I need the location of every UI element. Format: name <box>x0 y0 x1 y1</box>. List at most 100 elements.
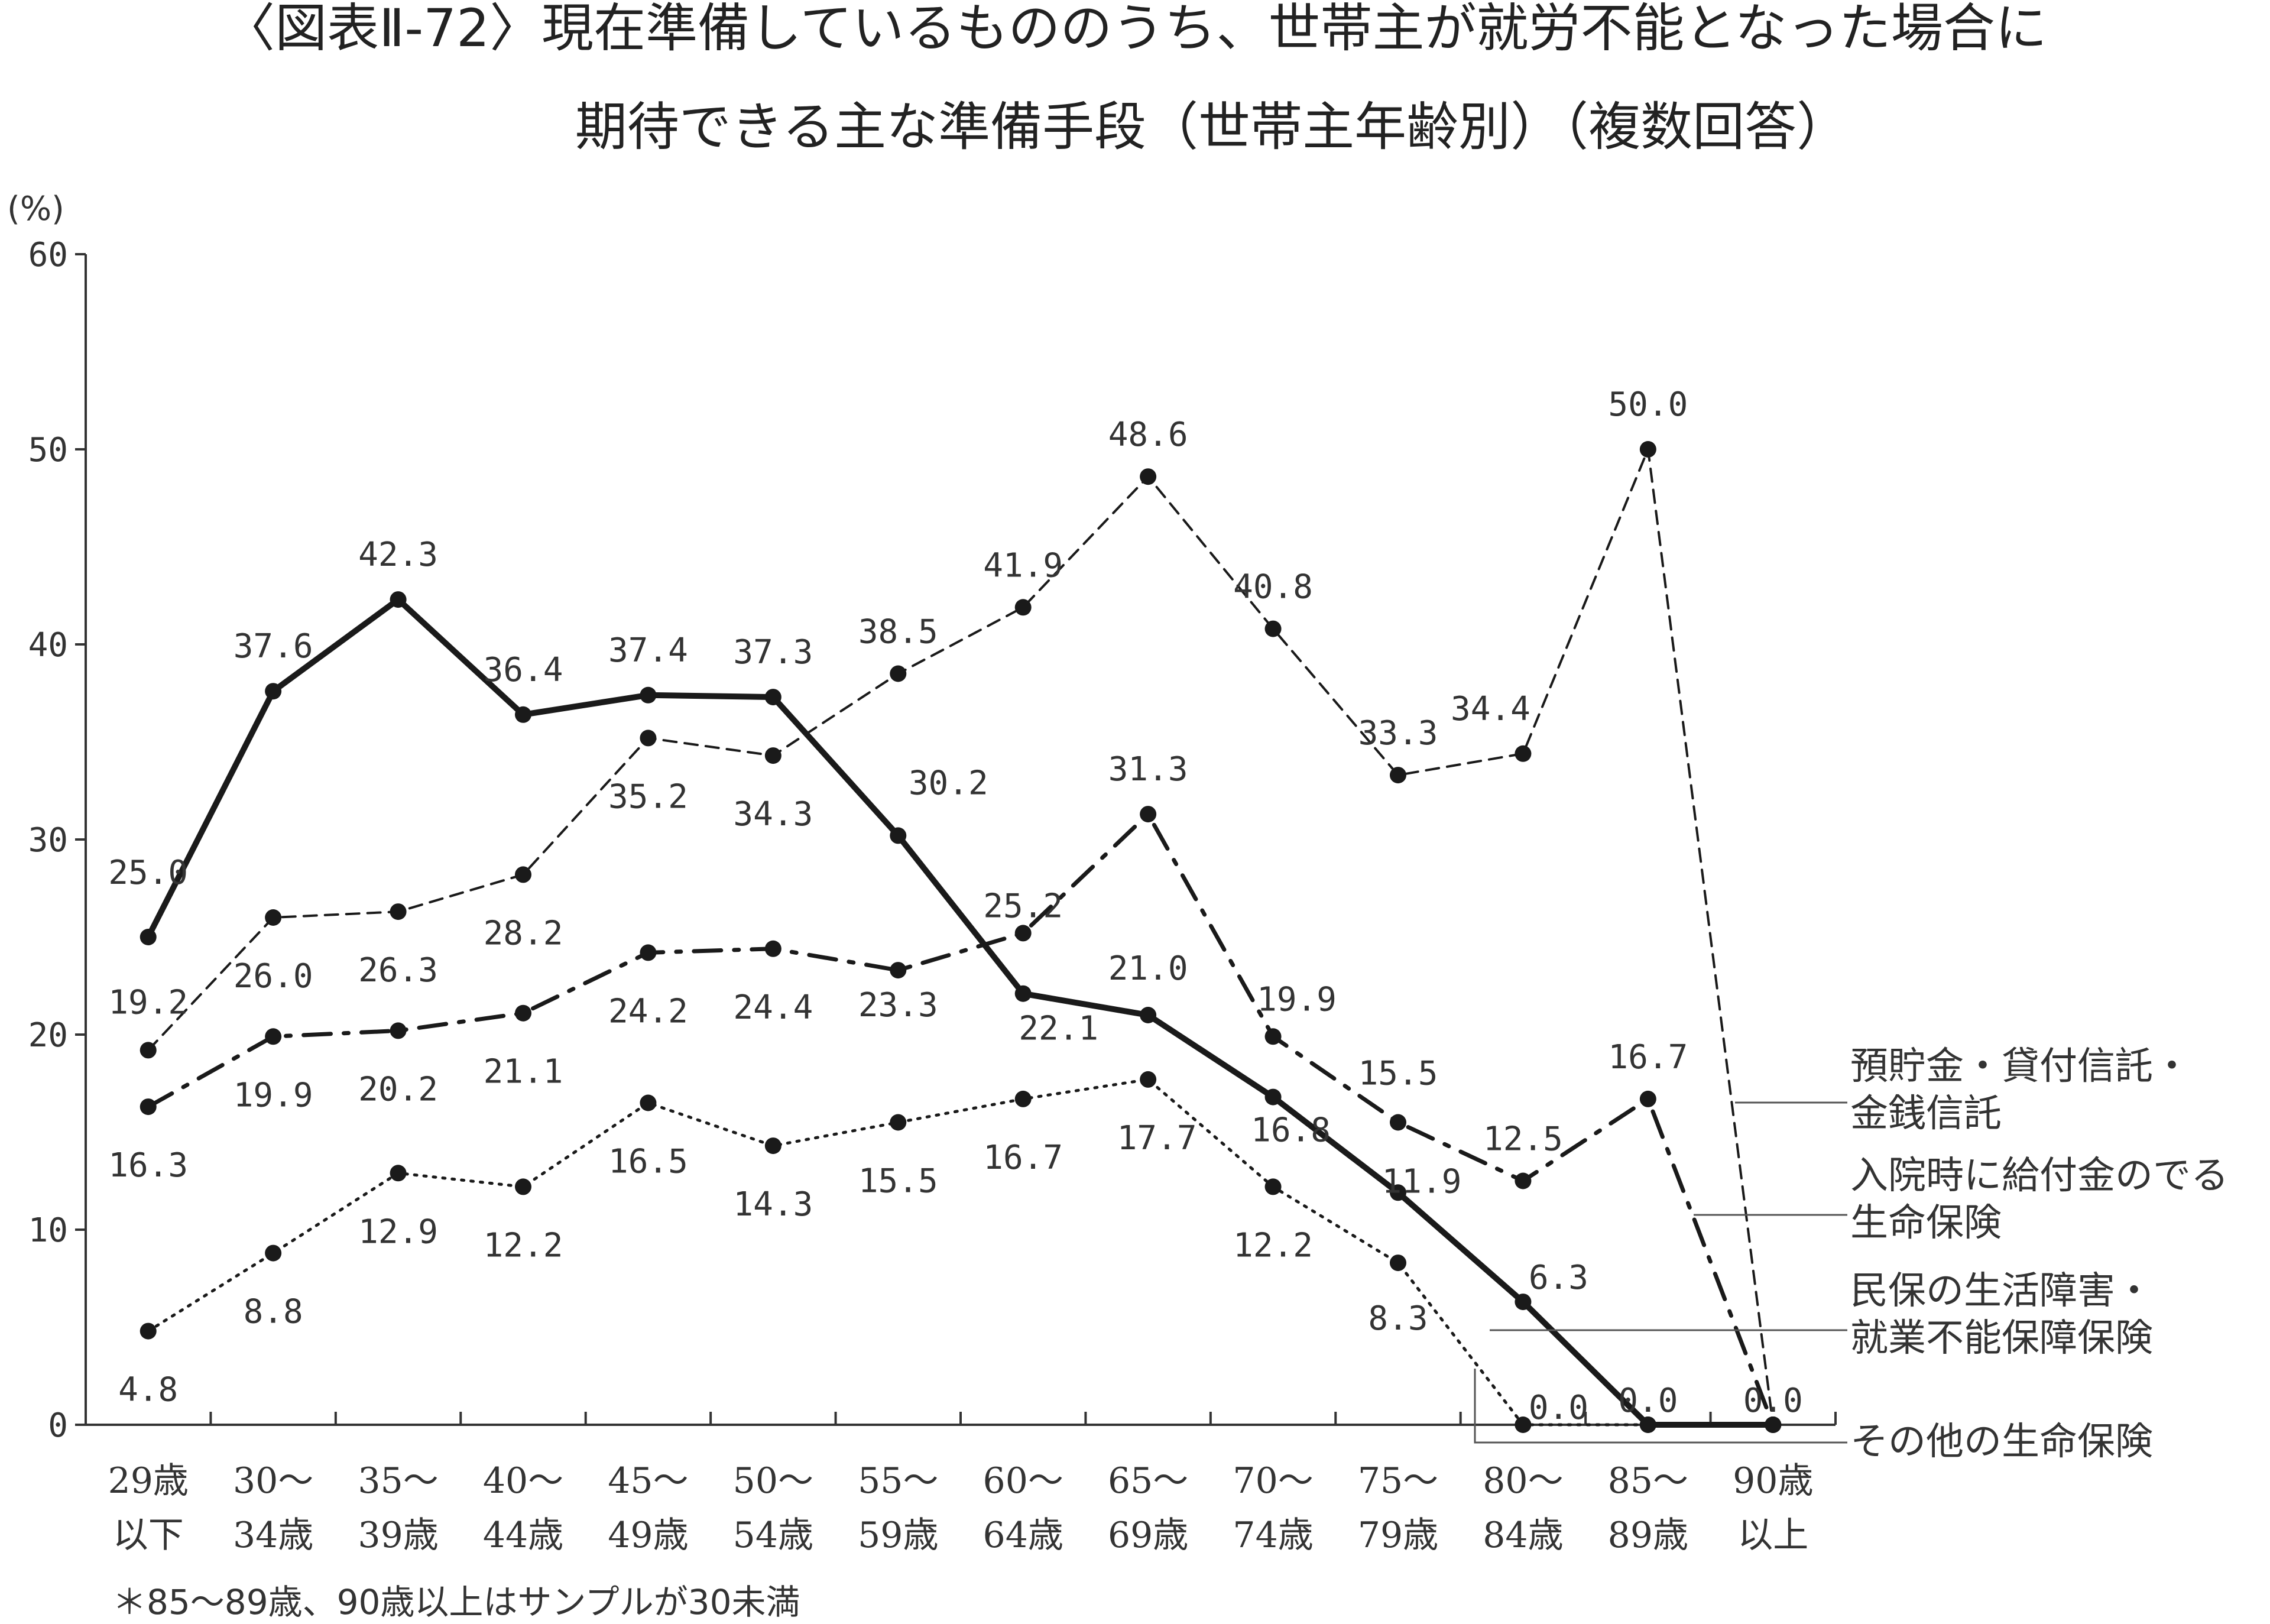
series-3-data-label: 37.4 <box>608 631 688 670</box>
series-3-point <box>1390 1184 1406 1201</box>
series-1-data-label: 0.0 <box>1743 1382 1803 1420</box>
y-axis-ticks: 0 10 20 30 40 50 60 <box>28 236 86 1445</box>
x-tick-label: 65～ <box>1108 1460 1188 1502</box>
x-tick-label: 29歳 <box>108 1460 189 1502</box>
x-tick-label: 35～ <box>358 1460 438 1502</box>
x-tick-label: 85～ <box>1608 1460 1688 1502</box>
series-4-point <box>265 1244 282 1262</box>
series-4-point <box>1515 1416 1532 1433</box>
legend-label: その他の生命保険 <box>1850 1420 2153 1464</box>
sample-note: ＊85～89歳、90歳以上はサンプルが30未満 <box>112 1582 800 1622</box>
series-1-data-label: 19.2 <box>108 983 188 1022</box>
x-tick-label: 80～ <box>1483 1460 1563 1502</box>
x-tick-label: 69歳 <box>1108 1515 1188 1556</box>
x-tick-label: 49歳 <box>608 1515 688 1556</box>
series-2-point <box>640 944 657 961</box>
series-2-point <box>1014 925 1032 942</box>
series-2-point <box>890 962 907 979</box>
series-4-data-label: 16.5 <box>608 1143 688 1181</box>
series-4-data-label: 12.2 <box>484 1226 563 1265</box>
series-4-data-label: 15.5 <box>858 1162 938 1201</box>
series-1-point <box>764 747 781 764</box>
legend-label: 就業不能保障保険 <box>1850 1317 2153 1360</box>
series-3-data-label: 21.0 <box>1108 949 1188 988</box>
series-4-point <box>640 1094 657 1111</box>
y-tick-label: 10 <box>28 1211 68 1250</box>
series-2-point <box>265 1028 282 1045</box>
series-3-data-label: 22.1 <box>1019 1010 1098 1048</box>
series-3-data-label: 0.0 <box>1618 1382 1678 1420</box>
series-3-point <box>764 689 781 706</box>
legend-label: 入院時に給付金のでる <box>1850 1154 2229 1198</box>
series-3-data-label: 37.6 <box>234 627 313 666</box>
series-1-data-label: 33.3 <box>1358 714 1438 753</box>
series-1-data-label: 34.4 <box>1451 690 1530 728</box>
series-1-data-label: 48.6 <box>1108 416 1188 454</box>
legend-label: 民保の生活障害・ <box>1850 1269 2153 1313</box>
y-tick-label: 40 <box>28 626 68 664</box>
x-tick-label: 75～ <box>1358 1460 1438 1502</box>
series-3-point <box>515 706 531 723</box>
series-3-point <box>1515 1294 1532 1311</box>
series-1-data-label: 34.3 <box>733 795 813 834</box>
series-4-point <box>1390 1255 1406 1272</box>
legend: 預貯金・貸付信託・金銭信託入院時に給付金のでる生命保険民保の生活障害・就業不能保… <box>1474 1045 2229 1464</box>
series-line-1 <box>147 448 1775 1426</box>
series-3-data-label: 30.2 <box>909 764 988 802</box>
chart-title-line-1: 〈図表Ⅱ-72〉現在準備しているもののうち、世帯主が就労不能となった場合に <box>223 0 2047 59</box>
y-tick-label: 30 <box>28 821 68 860</box>
series-1-point <box>140 1042 157 1059</box>
chart-title: 〈図表Ⅱ-72〉現在準備しているもののうち、世帯主が就労不能となった場合に 期待… <box>223 0 2047 157</box>
series-3-data-label: 6.3 <box>1529 1259 1588 1297</box>
series-2-data-label: 25.2 <box>983 887 1063 925</box>
series-1-point <box>1264 620 1282 637</box>
series-1-data-label: 41.9 <box>983 546 1063 585</box>
series-1-data-label: 50.0 <box>1608 385 1688 424</box>
y-tick-label: 0 <box>48 1406 68 1445</box>
series-1-data-label: 26.3 <box>358 951 438 990</box>
x-tick-label: 30～ <box>233 1460 313 1502</box>
series-3-data-label: 11.9 <box>1382 1162 1462 1201</box>
series-line-3 <box>145 597 1776 1428</box>
series-2-data-label: 31.3 <box>1108 750 1188 789</box>
y-tick-label: 20 <box>28 1016 68 1055</box>
series-4-point <box>1639 1416 1656 1433</box>
series-1-point <box>1515 745 1532 762</box>
series-2-point <box>515 1004 531 1022</box>
chart-title-line-2: 期待できる主な準備手段（世帯主年齢別）（複数回答） <box>575 96 1849 157</box>
legend-label: 金銭信託 <box>1850 1092 2002 1136</box>
series-4-point <box>764 1137 781 1155</box>
x-tick-label: 90歳 <box>1733 1460 1813 1502</box>
x-tick-label: 44歳 <box>483 1515 563 1556</box>
x-tick-label: 以上 <box>1737 1515 1808 1556</box>
series-3-data-label: 25.0 <box>108 854 188 892</box>
series-4-data-label: 16.7 <box>983 1139 1063 1177</box>
series-2-point <box>1515 1172 1532 1189</box>
x-tick-label: 55～ <box>858 1460 938 1502</box>
y-tick-label: 60 <box>28 236 68 274</box>
series-1-data-label: 28.2 <box>484 914 563 952</box>
x-tick-label: 59歳 <box>858 1515 938 1556</box>
series-1-data-label: 26.0 <box>234 957 313 996</box>
y-tick-label: 50 <box>28 431 68 469</box>
series-3-point <box>890 827 907 844</box>
legend-label: 預貯金・貸付信託・ <box>1850 1045 2191 1088</box>
series-4-data-label: 8.8 <box>244 1293 303 1331</box>
series-2-point <box>1390 1114 1406 1131</box>
series-3-point <box>265 683 282 700</box>
series-2-point <box>1140 806 1157 823</box>
series-4-data-label: 4.8 <box>118 1371 178 1409</box>
legend-label: 生命保険 <box>1850 1201 2002 1245</box>
x-tick-label: 39歳 <box>358 1515 438 1556</box>
x-tick-label: 79歳 <box>1358 1515 1438 1556</box>
series-3-data-label: 16.8 <box>1251 1111 1331 1150</box>
series-1-point <box>640 730 657 747</box>
series-1-point <box>1014 599 1032 616</box>
series-4-point <box>390 1165 407 1182</box>
series-points <box>140 441 1782 1433</box>
series-3-point <box>140 929 157 945</box>
series-2-point <box>1639 1090 1656 1107</box>
series-4-data-label: 8.3 <box>1368 1299 1428 1338</box>
